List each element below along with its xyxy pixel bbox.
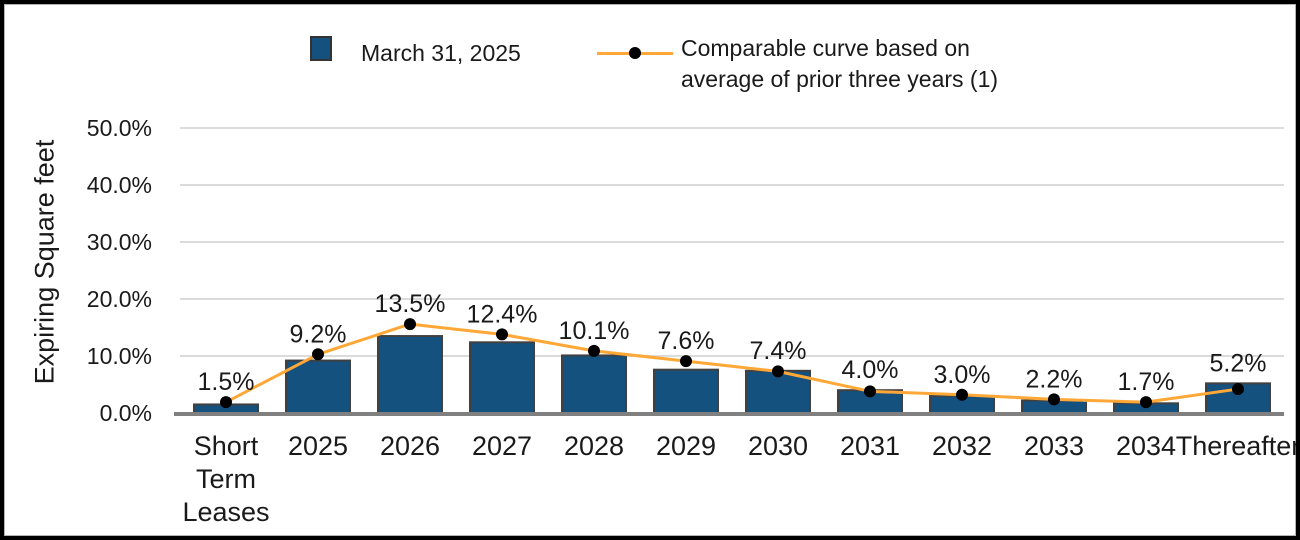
curve-point [1232, 383, 1244, 396]
x-axis-label: Thereafter [1176, 431, 1300, 461]
curve-point [772, 365, 784, 378]
x-axis-label: 2034 [1116, 431, 1176, 461]
curve-point [496, 328, 508, 341]
chart-svg: 0.0% 10.0% 20.0% 30.0% 40.0% 50.0% 1.5% 9.2% 13.… [87, 115, 1300, 527]
curve-point [312, 348, 324, 361]
bar-2027 [469, 341, 535, 415]
bar-value-label: 10.1% [559, 317, 630, 345]
curve-point [404, 318, 416, 331]
bar-2025 [285, 359, 351, 414]
x-axis-label: 2028 [564, 431, 624, 461]
bar-value-label: 2.2% [1026, 365, 1083, 393]
x-axis-label: 2025 [288, 431, 348, 461]
y-tick-label: 40.0% [87, 172, 152, 198]
x-axis-label: 2031 [840, 431, 900, 461]
bar-value-label: 13.5% [375, 290, 446, 318]
bar-2029 [653, 368, 719, 414]
bar-value-label: 1.7% [1118, 368, 1175, 396]
curve-point [588, 344, 600, 357]
comparable-curve-line [225, 322, 1239, 404]
x-axis-label: 2026 [380, 431, 440, 461]
y-tick-label: 30.0% [87, 229, 152, 255]
bar-2026 [377, 335, 443, 414]
bar-value-label: 3.0% [934, 361, 991, 389]
curve-point [956, 388, 968, 401]
bar-value-label: 12.4% [467, 300, 538, 328]
curve-point [680, 355, 692, 368]
bar-value-label: 1.5% [198, 368, 255, 396]
x-axis-label: Short Term Leases [182, 431, 269, 527]
legend-line-sample [597, 47, 673, 59]
bar-value-label: 7.4% [750, 337, 807, 365]
legend-line-marker-icon [629, 47, 641, 59]
y-tick-label: 20.0% [87, 286, 152, 312]
x-axis-label: 2030 [748, 431, 808, 461]
legend-curve-label: Comparable curve based on average of pri… [681, 35, 999, 92]
x-axis-label: 2027 [472, 431, 532, 461]
bar-2028 [561, 354, 627, 414]
y-tick-label: 10.0% [87, 343, 152, 369]
curve-point [1048, 393, 1060, 406]
bar-value-label: 9.2% [290, 320, 347, 348]
bar-value-label: 4.0% [842, 356, 899, 384]
curve-point [1140, 396, 1152, 409]
legend-bar-swatch [310, 36, 332, 61]
curve-point [220, 396, 232, 409]
y-tick-label: 50.0% [87, 115, 152, 141]
y-tick-label: 0.0% [100, 400, 152, 426]
bar-value-label: 5.2% [1210, 349, 1267, 377]
x-axis-label: 2032 [932, 431, 992, 461]
curve-point [864, 385, 876, 398]
x-axis-label: 2029 [656, 431, 716, 461]
bar-value-label: 7.6% [658, 327, 715, 355]
legend-bar-label: March 31, 2025 [361, 40, 521, 66]
x-axis-label: 2033 [1024, 431, 1084, 461]
